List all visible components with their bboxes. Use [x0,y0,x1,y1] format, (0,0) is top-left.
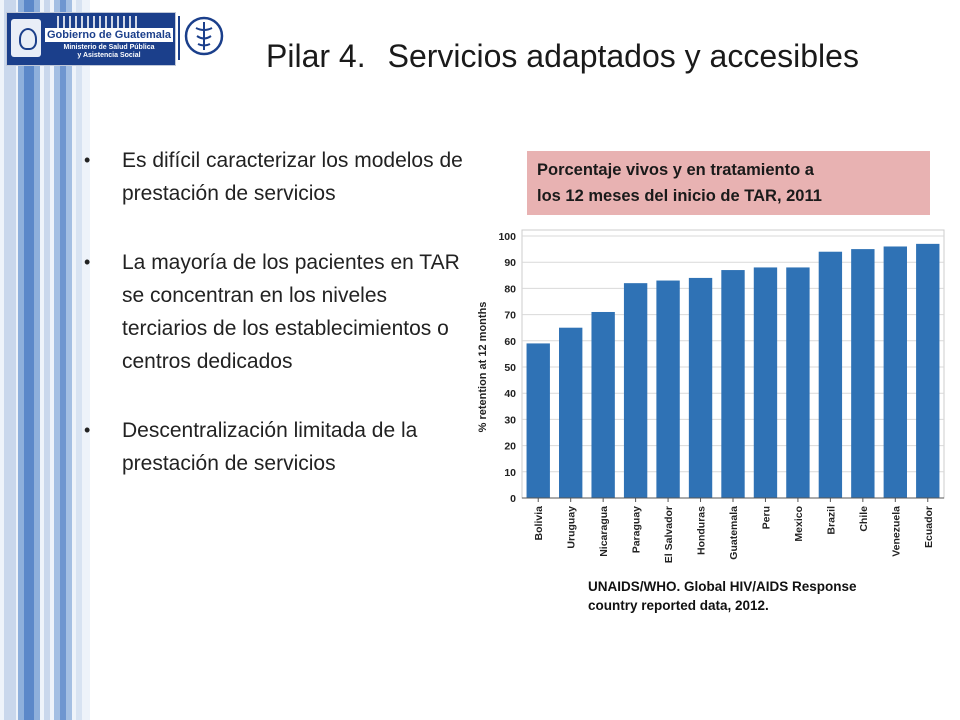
caduceus-logo-icon [184,16,224,56]
x-tick-label: Venezuela [890,506,902,557]
x-tick-label: Paraguay [631,506,643,553]
x-tick-label: Guatemala [728,506,740,560]
coat-of-arms-icon [11,19,41,57]
x-tick-label: El Salvador [663,506,675,563]
y-tick-label: 80 [504,283,516,295]
title-text: Servicios adaptados y accesibles [387,38,859,74]
bar [623,283,648,498]
bullet-text: Descentralización limitada de la prestac… [122,419,418,475]
bar [591,311,615,498]
logo-ministry-line1: Ministerio de Salud Pública [63,44,155,51]
y-tick-label: 60 [504,336,516,348]
bullet-dot-icon: • [84,150,91,170]
bar [721,270,745,498]
bullet-text: Es difícil caracterizar los modelos de p… [122,149,463,205]
y-axis-label: % retention at 12 months [477,302,489,433]
logo-ministry-text: Ministerio de Salud Pública y Asistencia… [45,44,173,60]
x-tick-label: Uruguay [566,506,578,549]
source-line1: UNAIDS/WHO. Global HIV/AIDS Response [588,579,857,594]
y-tick-label: 40 [504,388,516,400]
bullet-item: • Es difícil caracterizar los modelos de… [84,144,474,210]
x-tick-label: Nicaragua [598,506,610,557]
logo-ministry-line2: y Asistencia Social [77,52,141,59]
x-tick-label: Mexico [793,506,805,542]
y-tick-label: 10 [504,467,516,479]
y-tick-label: 50 [504,362,516,374]
slide-title: Pilar 4. Servicios adaptados y accesibles [266,38,946,75]
y-tick-label: 70 [504,310,516,322]
retention-bar-chart: 0 10 20 30 40 50 60 70 80 90 100 % retention at 12 … [477,229,945,563]
bar [916,243,940,498]
chart-caption: Porcentaje vivos y en tratamiento a los … [527,151,930,215]
bullet-item: • Descentralización limitada de la prest… [84,414,474,480]
y-tick-label: 100 [498,231,516,243]
title-pillar: Pilar 4. [266,38,366,74]
bullet-list: • Es difícil caracterizar los modelos de… [84,144,474,516]
decorative-stripes [0,0,90,720]
bar [883,246,907,498]
logo-government-text: Gobierno de Guatemala [45,28,173,42]
caption-line1: Porcentaje vivos y en tratamiento a [537,161,814,179]
chart-source: UNAIDS/WHO. Global HIV/AIDS Response cou… [588,577,928,615]
x-tick-label: Brazil [825,506,837,535]
source-line2: country reported data, 2012. [588,598,769,613]
x-tick-label: Ecuador [923,506,935,548]
bar [818,251,843,498]
y-tick-label: 90 [504,257,516,269]
x-tick-label: Bolivia [533,506,545,541]
bar [559,327,583,498]
government-logo: Gobierno de Guatemala Ministerio de Salu… [6,12,176,66]
bar [656,280,680,498]
bullet-dot-icon: • [84,252,91,272]
bar [786,267,810,498]
x-tick-label: Peru [760,506,772,529]
bar [753,267,778,498]
bullet-dot-icon: • [84,420,91,440]
bar [851,249,875,498]
bar [526,343,550,498]
y-tick-label: 20 [504,441,516,453]
y-tick-label: 0 [510,493,516,505]
caption-line2: los 12 meses del inicio de TAR, 2011 [537,187,822,205]
bullet-text: La mayoría de los pacientes en TAR se co… [122,251,460,373]
bullet-item: • La mayoría de los pacientes en TAR se … [84,246,474,378]
x-tick-label: Honduras [696,506,708,555]
x-tick-label: Chile [858,506,870,532]
bar [688,277,713,498]
logo-divider [178,16,180,60]
y-tick-label: 30 [504,414,516,426]
